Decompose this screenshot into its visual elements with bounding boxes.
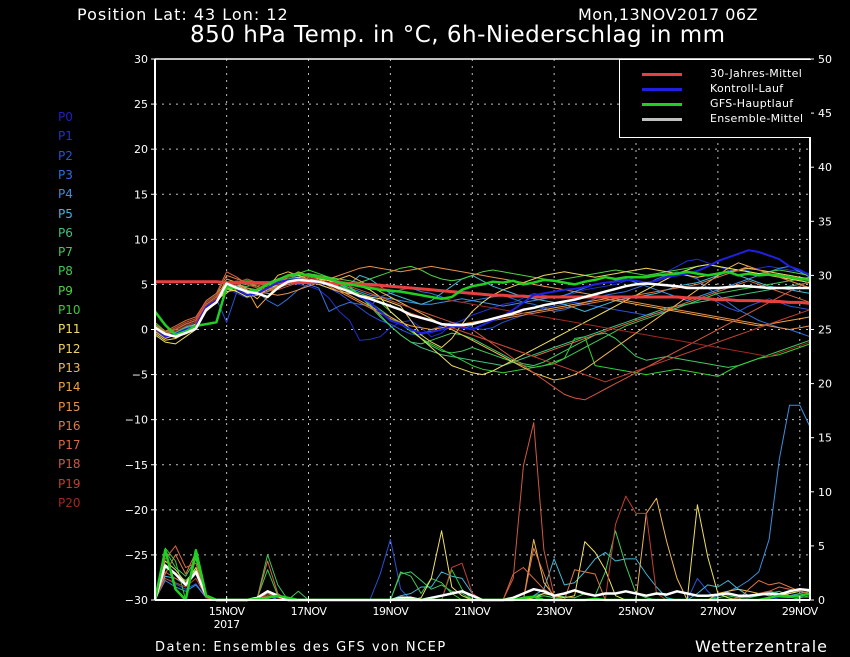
y-tick-label-left: 5 — [141, 278, 148, 291]
temp-line-operational — [154, 270, 811, 337]
chart-title: 850 hPa Temp. in °C, 6h-Niederschlag in … — [190, 22, 726, 48]
legend-label: Kontroll-Lauf — [710, 82, 784, 95]
temp-line-p15 — [154, 265, 811, 336]
precip-line-p16 — [154, 547, 811, 601]
temp-line-ensemble-mean — [154, 278, 810, 338]
x-tick-label: 17NOV — [291, 605, 328, 618]
y-tick-label-right: 10 — [818, 486, 832, 499]
temp-line-control-run — [154, 249, 811, 338]
member-label-p1: P1 — [58, 129, 73, 144]
y-tick-label-right: 15 — [818, 432, 832, 445]
member-label-p3: P3 — [58, 167, 73, 182]
member-label-p12: P12 — [58, 341, 81, 356]
member-label-p2: P2 — [58, 148, 73, 163]
x-tick-label: 27NOV — [700, 605, 737, 618]
y-tick-label-left: 0 — [141, 324, 148, 337]
member-label-p0: P0 — [58, 110, 73, 124]
legend: 30-Jahres-Mittel Kontroll-Lauf GFS-Haupt… — [619, 59, 811, 138]
run-date: Mon,13NOV2017 06Z — [578, 5, 759, 24]
y-tick-label-left: 25 — [134, 98, 148, 111]
axes: −30 −25 −20 −15 −10 −5 0 5 10 15 20 25 30 0 5 10 15 20 25 3… — [125, 53, 832, 631]
temp-line-p3 — [154, 271, 811, 338]
member-label-p8: P8 — [58, 264, 73, 279]
x-tick-label: 15NOV — [209, 605, 246, 618]
y-tick-label-left: −15 — [125, 459, 148, 472]
member-label-p6: P6 — [58, 225, 73, 240]
legend-label: 30-Jahres-Mittel — [710, 67, 803, 80]
precip-line-p5 — [154, 551, 811, 601]
y-tick-label-left: −30 — [125, 594, 148, 607]
y-tick-label-left: −25 — [125, 549, 148, 562]
member-label-p20: P20 — [58, 496, 81, 510]
y-tick-label-left: 15 — [134, 188, 148, 201]
precip-line-p10 — [154, 547, 811, 601]
y-tick-label-left: 20 — [134, 143, 148, 156]
member-label-p13: P13 — [58, 360, 81, 375]
member-label-p9: P9 — [58, 283, 73, 298]
x-tick-label: 19NOV — [373, 605, 410, 618]
x-tick-label: 25NOV — [618, 605, 655, 618]
y-tick-label-left: −20 — [125, 504, 148, 517]
x-tick-label: 23NOV — [536, 605, 573, 618]
y-tick-label-left: −5 — [132, 369, 148, 382]
y-tick-label-right: 50 — [818, 53, 832, 66]
precip-line-p13 — [154, 497, 811, 601]
y-tick-label-right: 30 — [818, 269, 832, 282]
member-label-p17: P17 — [58, 438, 81, 453]
member-label-p7: P7 — [58, 245, 73, 260]
y-tick-label-right: 35 — [818, 215, 832, 228]
member-label-p11: P11 — [58, 322, 81, 337]
member-label-p5: P5 — [58, 206, 73, 221]
member-label-p10: P10 — [58, 303, 81, 317]
x-tick-label: 2017 — [214, 618, 240, 631]
y-tick-label-left: 10 — [134, 233, 148, 246]
legend-swatch — [642, 118, 682, 121]
x-tick-label: 29NOV — [782, 605, 819, 618]
member-label-p4: P4 — [58, 187, 73, 202]
legend-label: GFS-Hauptlauf — [710, 97, 794, 110]
legend-swatch — [642, 73, 682, 76]
y-tick-label-left: −10 — [125, 414, 148, 427]
legend-swatch — [642, 103, 682, 106]
y-tick-label-right: 5 — [818, 540, 825, 553]
y-tick-label-right: 25 — [818, 324, 832, 337]
brand-label: Wetterzentrale — [695, 637, 829, 656]
y-tick-label-right: 20 — [818, 378, 832, 391]
y-tick-label-right: 0 — [818, 594, 825, 607]
data-source-label: Daten: Ensembles des GFS von NCEP — [155, 640, 447, 655]
position-label: Position Lat: 43 Lon: 12 — [77, 5, 289, 24]
member-label-p18: P18 — [58, 457, 81, 472]
precip-line-p7 — [154, 530, 811, 601]
temp-line-climate-mean — [155, 280, 811, 305]
x-tick-label: 21NOV — [454, 605, 491, 618]
legend-label: Ensemble-Mittel — [710, 112, 804, 125]
y-tick-label-right: 40 — [818, 161, 832, 174]
series-layer — [153, 249, 811, 602]
precip-line-p18 — [154, 422, 810, 601]
precip-line-operational — [153, 548, 811, 602]
precip-line-p19 — [154, 495, 810, 601]
legend-swatch — [642, 88, 682, 91]
member-label-p16: P16 — [58, 418, 81, 433]
y-tick-label-left: 30 — [134, 53, 148, 66]
member-label-p19: P19 — [58, 476, 81, 491]
member-label-p14: P14 — [58, 380, 81, 395]
y-tick-label-right: 45 — [818, 107, 832, 120]
member-label-p15: P15 — [58, 399, 81, 414]
